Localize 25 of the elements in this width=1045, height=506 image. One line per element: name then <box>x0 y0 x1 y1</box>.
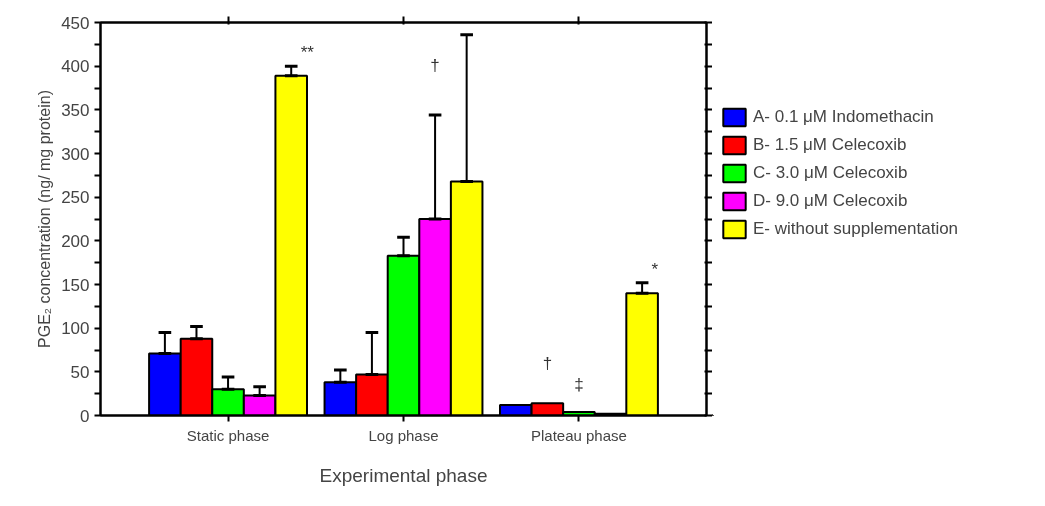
y-tick-label: 300 <box>61 144 90 164</box>
legend-label: E- without supplementation <box>753 219 959 239</box>
legend-label: D- 9.0 μM Celecoxib <box>753 191 908 211</box>
annotation: * <box>651 259 659 279</box>
x-tick-label: Static phase <box>186 426 270 444</box>
legend-label: B- 1.5 μM Celecoxib <box>753 135 907 155</box>
annotation: † <box>430 56 440 76</box>
legend-label: A- 0.1 μM Indomethacin <box>753 107 934 127</box>
y-tick-label: 50 <box>70 362 90 382</box>
y-axis-title: PGE₂ concentration (ng/ mg protein) <box>36 90 54 348</box>
x-tick-label: Log phase <box>368 426 439 444</box>
annotation: ‡ <box>574 375 584 395</box>
y-tick-label: 450 <box>61 13 90 33</box>
y-tick-label: 400 <box>61 57 90 77</box>
legend-label: C- 3.0 μM Celecoxib <box>753 163 908 183</box>
y-tick-label: 100 <box>61 319 90 339</box>
x-axis-title: Experimental phase <box>319 464 488 486</box>
x-tick-label: Plateau phase <box>530 426 627 444</box>
y-tick-label: 200 <box>61 231 90 251</box>
annotation: ** <box>300 43 315 63</box>
y-tick-label: 0 <box>80 406 90 426</box>
y-tick-label: 250 <box>61 188 90 208</box>
y-tick-label: 350 <box>61 100 90 120</box>
y-tick-label: 150 <box>61 275 90 295</box>
annotation: † <box>542 354 553 374</box>
